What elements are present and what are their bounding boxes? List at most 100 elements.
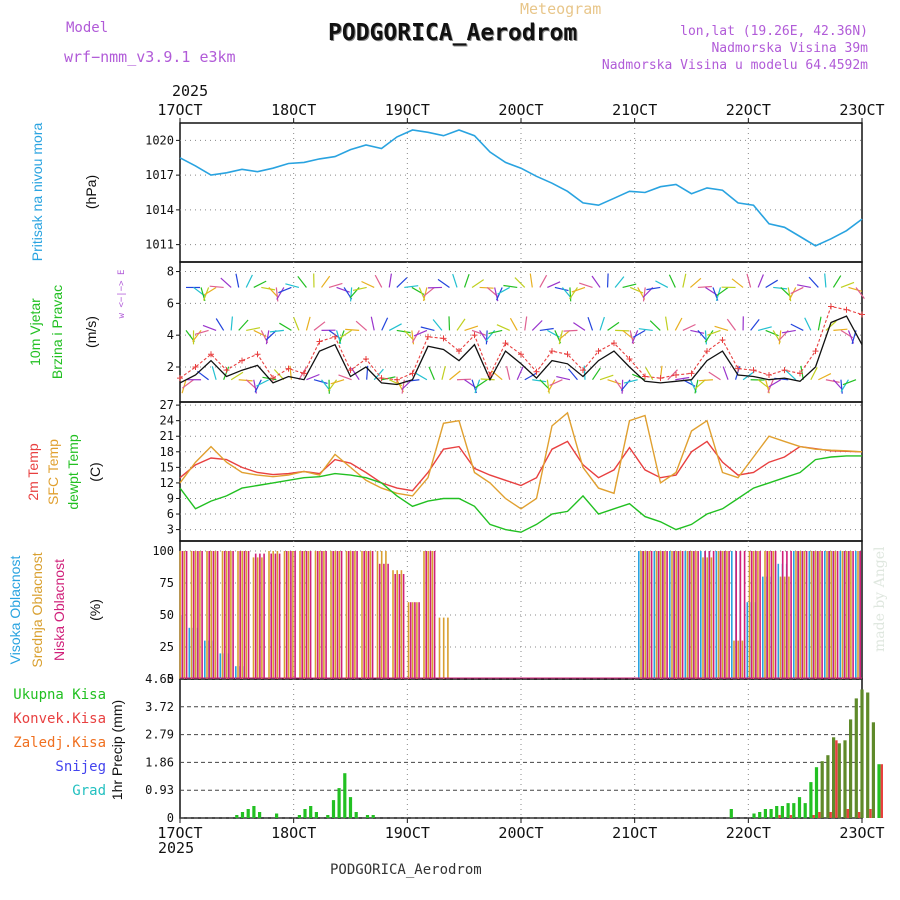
wind-gust-marker (425, 333, 431, 340)
wind-direction-arrow (480, 378, 495, 381)
clouds-axis-label: Niska Oblacnost (51, 559, 67, 661)
wind-direction-arrow (293, 317, 300, 331)
wind-direction-arrow (824, 273, 827, 288)
total-precip-bar (849, 719, 853, 818)
wind-direction-arrow (750, 319, 760, 331)
precip-ytick-label: 2.79 (145, 728, 174, 742)
precip-legend-label: Zaledj.Kisa (13, 735, 106, 751)
wind-gust-marker (828, 303, 834, 310)
wind-direction-arrow (437, 278, 450, 288)
wind-direction-arrow (788, 287, 797, 301)
wind-direction-arrow (336, 286, 350, 293)
footer-station-name: PODGORICA_Aerodrom (330, 862, 482, 878)
total-precip-bar (775, 806, 779, 818)
wind-direction-arrow (452, 273, 458, 288)
wind-direction-arrow (485, 330, 488, 345)
precip-legend-label: Konvek.Kisa (13, 711, 106, 727)
total-precip-bar (297, 815, 301, 818)
wind-direction-arrow (464, 325, 479, 331)
wind-direction-arrow (456, 318, 466, 331)
total-precip-bar (246, 809, 250, 818)
total-precip-bar (337, 788, 341, 818)
wind-direction-arrow (855, 287, 865, 299)
wind-direction-arrow (621, 379, 624, 394)
wind-direction-arrow (549, 379, 563, 386)
wind-direction-arrow (211, 366, 217, 380)
wind-direction-arrow (471, 329, 486, 336)
wind-direction-arrow (381, 317, 389, 331)
wind-direction-arrow (726, 318, 737, 331)
wind-gust-marker (471, 332, 478, 339)
wind-direction-arrow (568, 368, 578, 381)
wind-gust-marker (378, 375, 385, 382)
top-date-label: 19OCT (385, 101, 430, 119)
bottom-date-label: 19OCT (385, 824, 430, 842)
wind-direction-arrow (790, 286, 804, 295)
wind-direction-arrow (350, 287, 353, 302)
temperature-axis-label: 2m Temp (25, 443, 41, 501)
wind-direction-arrow (265, 330, 270, 345)
conv-precip-bar (880, 764, 883, 818)
wind-gust-marker (363, 356, 369, 363)
sfctemp-line (179, 411, 863, 510)
pressure-ytick-label: 1020 (145, 133, 174, 147)
wind-direction-arrow (328, 282, 343, 289)
top-date-label: 21OCT (612, 101, 657, 119)
conv-precip-bar (778, 815, 781, 818)
wind-direction-arrow (622, 283, 637, 289)
wind-direction-arrow (790, 323, 804, 331)
wind-direction-arrow (714, 325, 729, 331)
wind-direction-arrow (591, 275, 601, 288)
total-precip-bar (837, 743, 841, 818)
wind-direction-arrow (491, 370, 503, 381)
total-precip-bar (343, 773, 347, 818)
wind-direction-arrow (475, 379, 488, 389)
wind-direction-arrow (629, 286, 644, 294)
wind-direction-arrow (646, 286, 661, 291)
wind-direction-arrow (463, 274, 470, 288)
wind-direction-arrow (238, 319, 249, 331)
wind-gust-marker (595, 348, 602, 355)
wind-direction-arrow (396, 329, 411, 334)
wind-direction-arrow (599, 374, 614, 381)
wind-direction-arrow (388, 323, 402, 331)
wind-direction-arrow (800, 365, 804, 380)
temperature-ytick-label: 24 (160, 414, 174, 428)
total-precip-bar (258, 812, 262, 818)
wind-direction-arrow (842, 379, 857, 386)
wind-direction-arrow (818, 373, 832, 381)
wind-direction-arrow (808, 276, 819, 288)
total-precip-bar (792, 803, 796, 818)
wind-direction-arrow (496, 324, 510, 331)
wind-gust-marker (502, 340, 509, 347)
total-precip-bar (769, 809, 773, 818)
wind-direction-arrow (689, 277, 702, 288)
wind-gust-marker (533, 368, 540, 375)
bottom-date-label: 20OCT (498, 824, 543, 842)
conv-precip-bar (857, 812, 861, 818)
wind-direction-arrow (583, 365, 586, 380)
wind-direction-arrow (840, 281, 855, 289)
total-precip-bar (275, 813, 279, 818)
bottom-date-label: 21OCT (612, 824, 657, 842)
wind-gust-marker (409, 370, 416, 377)
wind-direction-arrow (607, 379, 622, 385)
wind-gust-marker (781, 367, 788, 374)
wind-direction-arrow (757, 274, 764, 288)
altitude-info: Nadmorska Visina 39m (711, 41, 868, 56)
total-precip-bar (235, 815, 239, 818)
chart-subtitle: Meteogram (520, 0, 602, 18)
conv-precip-bar (818, 812, 821, 818)
precip-legend-label: Grad (72, 783, 106, 799)
wind-direction-arrow (810, 367, 818, 381)
wind-direction-arrow (355, 320, 368, 331)
wind-gust-marker (735, 365, 741, 372)
wind-gust-marker (812, 348, 819, 355)
wind-direction-arrow (361, 280, 375, 288)
wind-direction-arrow (682, 323, 696, 331)
wind-direction-arrow (388, 273, 392, 288)
temperature-axis-label: dewpt Temp (65, 434, 81, 509)
wind-direction-arrow (563, 329, 578, 332)
wind-gust-marker (208, 351, 214, 358)
